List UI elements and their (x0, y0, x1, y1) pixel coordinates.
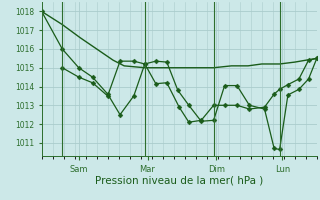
X-axis label: Pression niveau de la mer( hPa ): Pression niveau de la mer( hPa ) (95, 175, 263, 185)
